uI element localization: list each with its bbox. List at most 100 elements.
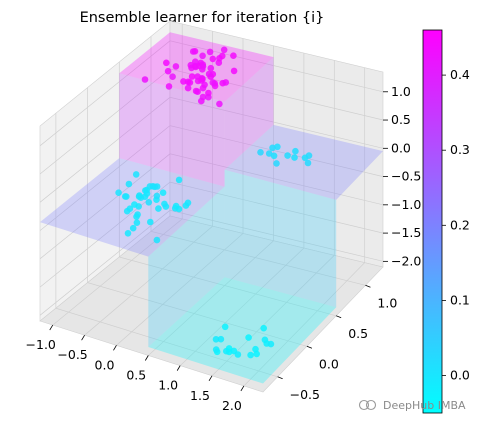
x-gridline (52, 23, 183, 326)
y-gridline (150, 36, 366, 286)
data-point (175, 176, 183, 184)
data-point (265, 150, 273, 157)
data-point (192, 63, 199, 71)
z-gridline (39, 153, 384, 260)
data-point (205, 93, 212, 101)
data-point (133, 213, 140, 220)
data-point (172, 63, 180, 70)
data-point (132, 171, 140, 178)
surface-patch (148, 277, 337, 384)
axis-tick-labels: −1.0−0.50.00.51.01.52.0−0.50.00.51.0−2.0… (26, 84, 422, 413)
x-gridline (211, 60, 335, 377)
data-point (153, 192, 161, 200)
data-point (220, 46, 228, 54)
z-tick-label: 1.0 (391, 84, 411, 99)
z-tick-label: −0.5 (391, 169, 421, 184)
x-tick-label: −0.5 (57, 347, 87, 362)
colorbar-tick-label: 0.4 (450, 67, 470, 82)
data-point (247, 351, 254, 359)
x-tick-label: 2.0 (222, 398, 242, 413)
floor-pane (39, 215, 384, 393)
data-point (267, 340, 275, 348)
data-point (206, 48, 214, 56)
data-point (253, 350, 260, 358)
y-gridline (55, 113, 278, 378)
data-point (270, 152, 278, 160)
data-point (215, 59, 223, 66)
data-point (234, 351, 242, 358)
colorbar-tick-label: 0.0 (450, 368, 470, 383)
data-point (205, 70, 213, 78)
z-gridline (39, 209, 384, 316)
y-tick-mark (365, 284, 371, 288)
data-point (115, 189, 122, 196)
z-tick-label: −2.0 (391, 253, 421, 268)
x-tick-label: 1.5 (190, 388, 210, 403)
y-tick-label: −0.5 (290, 387, 320, 402)
data-point (163, 59, 170, 67)
y-tick-mark (277, 376, 283, 380)
data-point (147, 218, 154, 226)
y-tick-mark (306, 345, 313, 349)
data-point (189, 48, 197, 55)
data-point (245, 334, 252, 341)
colorbar-ticks: 0.0 0.1 0.2 0.3 0.4 (442, 67, 470, 383)
data-point (161, 200, 168, 208)
y-tick-mark (336, 315, 342, 319)
data-point (153, 236, 161, 244)
data-point (121, 193, 129, 200)
watermark-logo-icon-2 (365, 399, 377, 411)
data-point (164, 67, 172, 75)
x-tick-mark (240, 385, 245, 392)
z-tick-label: −1.5 (391, 225, 421, 240)
y-tick-label: 0.5 (348, 326, 368, 341)
data-point (172, 202, 180, 210)
y-gridline (87, 87, 307, 347)
data-point (123, 207, 131, 215)
data-point (260, 324, 268, 332)
x-tick-mark (49, 324, 54, 331)
z-tick-label: 0.0 (391, 140, 411, 155)
watermark-text: DeepHub IMBA (383, 399, 466, 412)
data-point (198, 97, 205, 105)
data-point (165, 83, 173, 90)
x-tick-label: 0.0 (95, 357, 115, 372)
colorbar-tick-label: 0.2 (450, 217, 470, 232)
z-tick-label: 0.5 (391, 112, 411, 127)
data-point (301, 154, 309, 162)
data-point (292, 147, 299, 155)
data-point (274, 143, 281, 151)
data-point (207, 64, 215, 72)
y-gridline (118, 62, 337, 317)
data-point (209, 55, 217, 63)
data-point (125, 180, 133, 188)
data-point (131, 201, 138, 208)
x-tick-label: 1.0 (158, 378, 178, 393)
x-tick-mark (144, 355, 149, 361)
x-gridline (84, 31, 213, 336)
x-tick-mark (113, 345, 117, 351)
x-gridline (148, 45, 274, 356)
data-point (217, 335, 225, 343)
y-tick-label: 1.0 (377, 295, 397, 310)
data-point (230, 67, 238, 75)
data-point (137, 194, 145, 201)
colorbar-tick-label: 0.1 (450, 292, 470, 307)
y-tick-label: 0.0 (319, 356, 339, 371)
data-point (151, 183, 158, 191)
data-point (221, 323, 229, 331)
data-point (184, 78, 192, 86)
surface-wall (148, 186, 225, 347)
data-point (212, 346, 220, 353)
x-gridline (116, 38, 244, 346)
surface-patch (224, 124, 383, 200)
data-point (199, 52, 206, 60)
data-point (188, 73, 196, 80)
data-point (192, 58, 199, 65)
chart-title: Ensemble learner for iteration {i} (80, 10, 325, 26)
x-tick-mark (81, 334, 85, 341)
x-tick-label: 0.5 (126, 368, 146, 383)
data-point (184, 84, 192, 92)
data-point (230, 52, 237, 59)
